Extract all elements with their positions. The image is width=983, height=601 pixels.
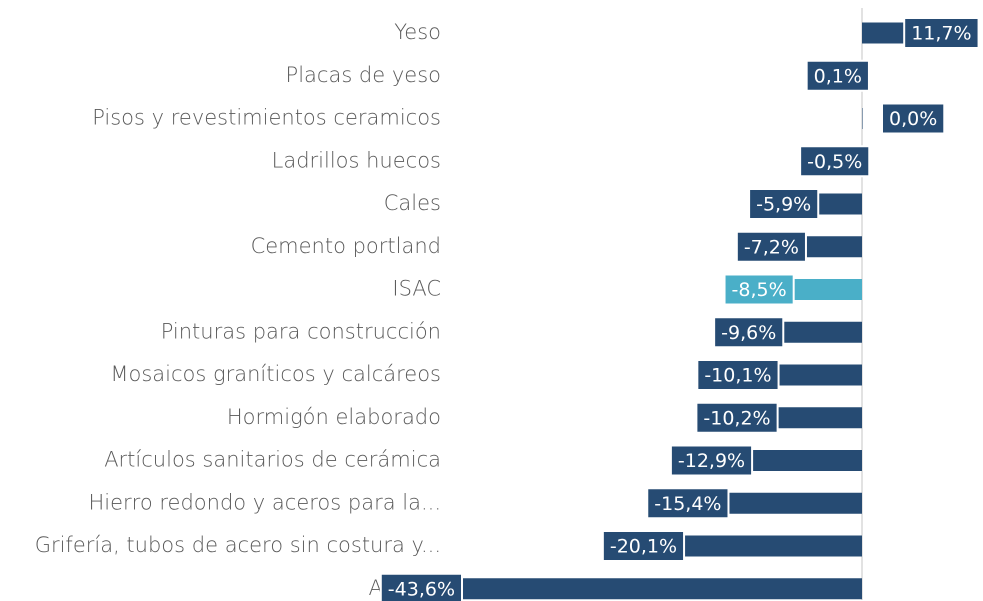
bar <box>793 236 862 258</box>
value-label: -8,5% <box>732 279 787 301</box>
value-label-box <box>723 273 795 306</box>
value-label-box <box>799 145 871 178</box>
category-label: Placas de yeso <box>286 63 441 87</box>
bar <box>781 279 862 300</box>
category-label: Hierro redondo y aceros para la... <box>89 490 442 514</box>
value-label: -10,1% <box>704 365 771 387</box>
value-label-box <box>881 102 946 135</box>
value-label-box <box>713 316 785 349</box>
value-label: 0,1% <box>814 65 862 87</box>
value-label: -5,9% <box>756 194 811 216</box>
value-label: -20,1% <box>610 536 677 558</box>
value-label-box <box>735 230 807 263</box>
value-label-box <box>379 572 463 601</box>
category-label: Yeso <box>394 20 441 44</box>
category-label: Cales <box>384 191 441 215</box>
bar <box>450 578 862 600</box>
category-label: Cemento portland <box>251 234 441 258</box>
value-label: -0,5% <box>807 151 862 173</box>
value-label: -12,9% <box>678 450 745 472</box>
category-label: Hormigón elaborado <box>227 405 441 429</box>
value-label-box <box>805 59 870 92</box>
category-label: Artículos sanitarios de cerámica <box>104 448 441 472</box>
value-label-box <box>669 444 754 477</box>
bar <box>862 108 863 129</box>
value-label-box <box>646 487 730 520</box>
value-label-box <box>696 359 780 391</box>
value-label: -43,6% <box>388 578 455 600</box>
bar <box>672 535 862 557</box>
bar <box>771 321 862 343</box>
category-label: Pisos y revestimientos ceramicos <box>92 106 441 130</box>
value-label: 11,7% <box>911 23 971 45</box>
value-label-box <box>695 401 779 434</box>
value-label-box <box>903 17 980 49</box>
bar <box>765 407 862 429</box>
value-label: -9,6% <box>721 322 776 344</box>
category-label: Grifería, tubos de acero sin costura y..… <box>35 533 441 557</box>
bar <box>766 364 862 386</box>
category-label: Ladrillos huecos <box>272 148 441 172</box>
value-label: -7,2% <box>744 236 799 258</box>
bar <box>740 450 862 471</box>
value-label-box <box>748 188 820 220</box>
value-label: -10,2% <box>703 407 770 429</box>
category-label: Pinturas para construcción <box>161 319 441 343</box>
value-label: -15,4% <box>654 493 721 515</box>
bar <box>716 492 862 514</box>
category-label: Mosaicos graníticos y calcáreos <box>110 362 441 386</box>
bar <box>806 193 862 215</box>
category-label: ISAC <box>392 277 441 301</box>
value-label: 0,0% <box>889 108 937 130</box>
value-label-box <box>601 530 686 562</box>
